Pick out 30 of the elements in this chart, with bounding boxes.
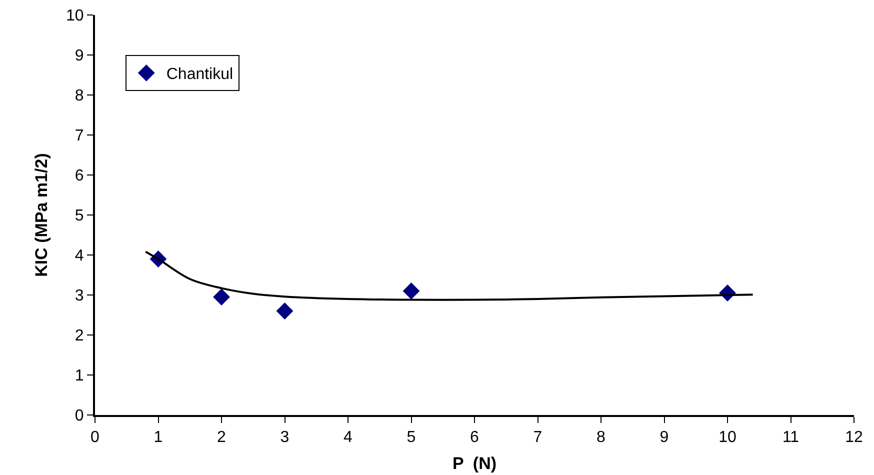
x-axis-title: P (N)	[452, 454, 497, 474]
x-tick-label: 4	[344, 429, 353, 446]
y-tick-label: 3	[74, 288, 84, 305]
y-tick-label: 1	[74, 368, 84, 385]
y-tick-label: 6	[74, 168, 84, 185]
y-tick-label: 8	[74, 88, 84, 105]
x-tick-label: 10	[718, 429, 736, 446]
legend-label: Chantikul	[166, 66, 234, 84]
x-tick-label: 11	[782, 429, 800, 446]
x-tick-label: 6	[470, 429, 480, 446]
x-tick-label: 3	[280, 429, 290, 446]
x-tick-label: 8	[596, 429, 606, 446]
y-tick-label: 5	[74, 208, 84, 225]
x-tick-label: 7	[533, 429, 542, 446]
y-tick-label: 7	[74, 128, 84, 145]
y-tick-label: 2	[74, 328, 84, 345]
x-tick-label: 5	[406, 429, 416, 446]
x-tick-label: 1	[154, 429, 163, 446]
y-tick-label: 4	[74, 248, 84, 265]
x-tick-label: 9	[660, 429, 669, 446]
x-tick-label: 2	[217, 429, 226, 446]
y-tick-label: 10	[66, 8, 84, 25]
point	[213, 288, 230, 306]
x-tick-label: 0	[90, 429, 100, 446]
point	[276, 302, 294, 320]
point	[402, 282, 420, 300]
x-tick-label: 12	[845, 429, 863, 446]
y-tick-label: 9	[74, 48, 84, 65]
y-tick-label: 0	[74, 408, 84, 425]
y-axis-title: KIC (MPa m1/2)	[32, 153, 52, 277]
